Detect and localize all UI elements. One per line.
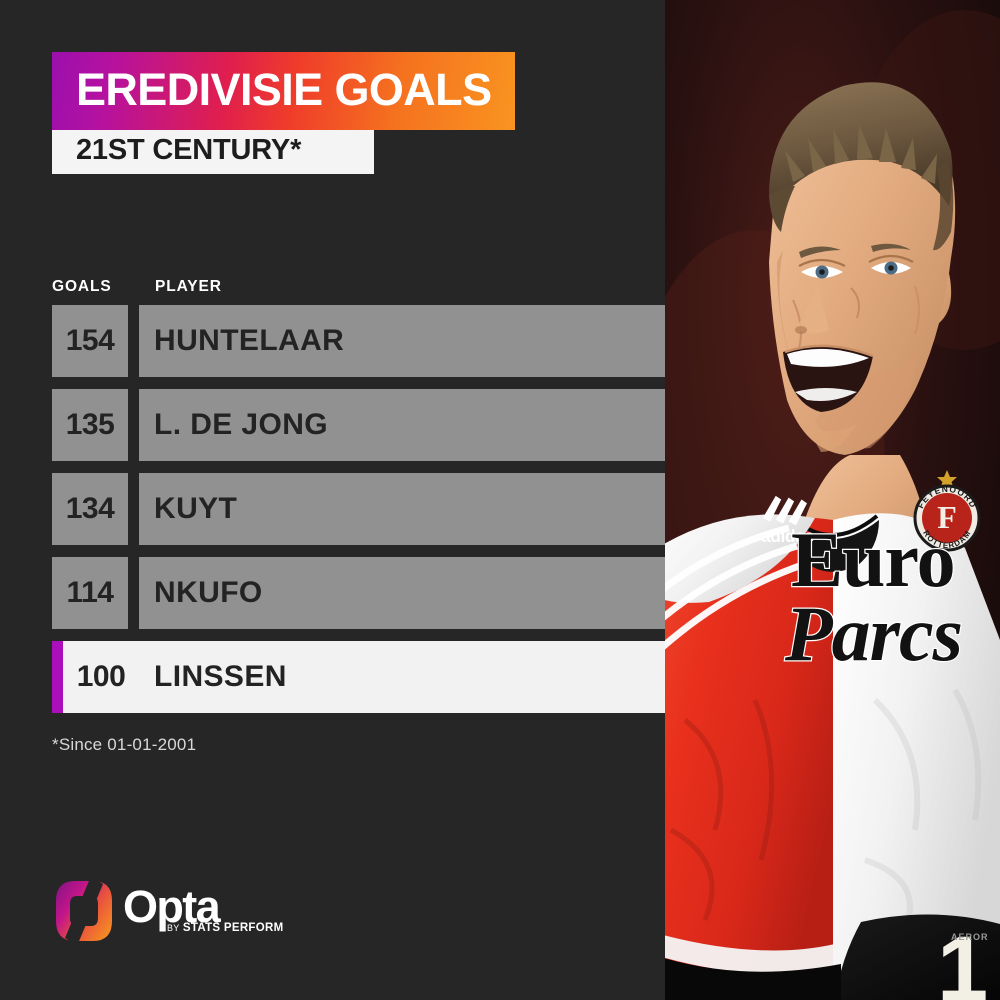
title-banner: EREDIVISIE GOALS	[52, 52, 515, 130]
table-row[interactable]: 134 KUYT	[52, 473, 665, 545]
table-row[interactable]: 114 NKUFO	[52, 557, 665, 629]
cell-player: NKUFO	[139, 557, 665, 629]
player-name: LINSSEN	[154, 660, 287, 693]
svg-text:Parcs: Parcs	[784, 590, 962, 677]
cell-player: L. DE JONG	[139, 389, 665, 461]
player-photo-illustration: adidas F FEYENOORD ROTTERDAM	[665, 0, 1000, 1000]
opta-provider: BY STATS PERFORM	[167, 922, 284, 934]
column-header-goals: GOALS	[52, 278, 112, 295]
opta-wordmark: Opta BY STATS PERFORM	[123, 881, 283, 935]
player-photo: adidas F FEYENOORD ROTTERDAM	[665, 0, 1000, 1000]
goals-value: 154	[65, 324, 115, 357]
goals-value: 114	[66, 576, 114, 609]
cell-goals: 100	[63, 641, 139, 713]
svg-text:adidas: adidas	[761, 526, 814, 546]
table-row[interactable]: 154 HUNTELAAR	[52, 305, 665, 377]
goals-value: 134	[65, 492, 115, 525]
adidas-brand-mark: adidas	[761, 495, 814, 546]
cell-goals: 154	[52, 305, 128, 377]
player-name: L. DE JONG	[154, 408, 329, 441]
row-accent-bar	[52, 641, 63, 713]
svg-text:F: F	[937, 499, 957, 535]
table-row-highlighted[interactable]: 100 LINSSEN	[52, 641, 665, 713]
cell-player: LINSSEN	[139, 641, 665, 713]
player-name: KUYT	[154, 492, 238, 525]
player-name: NKUFO	[154, 576, 263, 609]
table-row[interactable]: 135 L. DE JONG	[52, 389, 665, 461]
cell-player: KUYT	[139, 473, 665, 545]
column-header-player: PLAYER	[155, 278, 222, 295]
jersey-sponsor: Euro Parcs	[783, 515, 964, 678]
cell-goals: 114	[52, 557, 128, 629]
feyenoord-crest: F FEYENOORD ROTTERDAM	[913, 470, 981, 552]
cell-player: HUNTELAAR	[139, 305, 665, 377]
player-name: HUNTELAAR	[154, 324, 345, 357]
shorts-number: 1	[937, 918, 986, 1000]
cell-goals: 135	[52, 389, 128, 461]
cell-goals: 134	[52, 473, 128, 545]
footnote: *Since 01-01-2001	[52, 735, 197, 754]
goals-table: 154 HUNTELAAR 135 L. DE JONG 134 KUYT	[52, 305, 665, 713]
page-title: EREDIVISIE GOALS	[76, 63, 492, 115]
goals-value: 100	[76, 660, 126, 693]
goals-value: 135	[65, 408, 115, 441]
opta-logo-mark	[56, 880, 112, 942]
opta-provider-name: STATS PERFORM	[182, 922, 284, 934]
svg-text:Euro: Euro	[791, 516, 955, 603]
opta-logo: Opta BY STATS PERFORM	[55, 880, 295, 950]
opta-by: BY	[167, 923, 180, 933]
opta-name: Opta	[123, 881, 221, 932]
subtitle-banner: 21ST CENTURY*	[52, 130, 374, 174]
page-subtitle: 21ST CENTURY*	[76, 134, 302, 167]
svg-text:AEROR: AEROR	[951, 932, 989, 942]
